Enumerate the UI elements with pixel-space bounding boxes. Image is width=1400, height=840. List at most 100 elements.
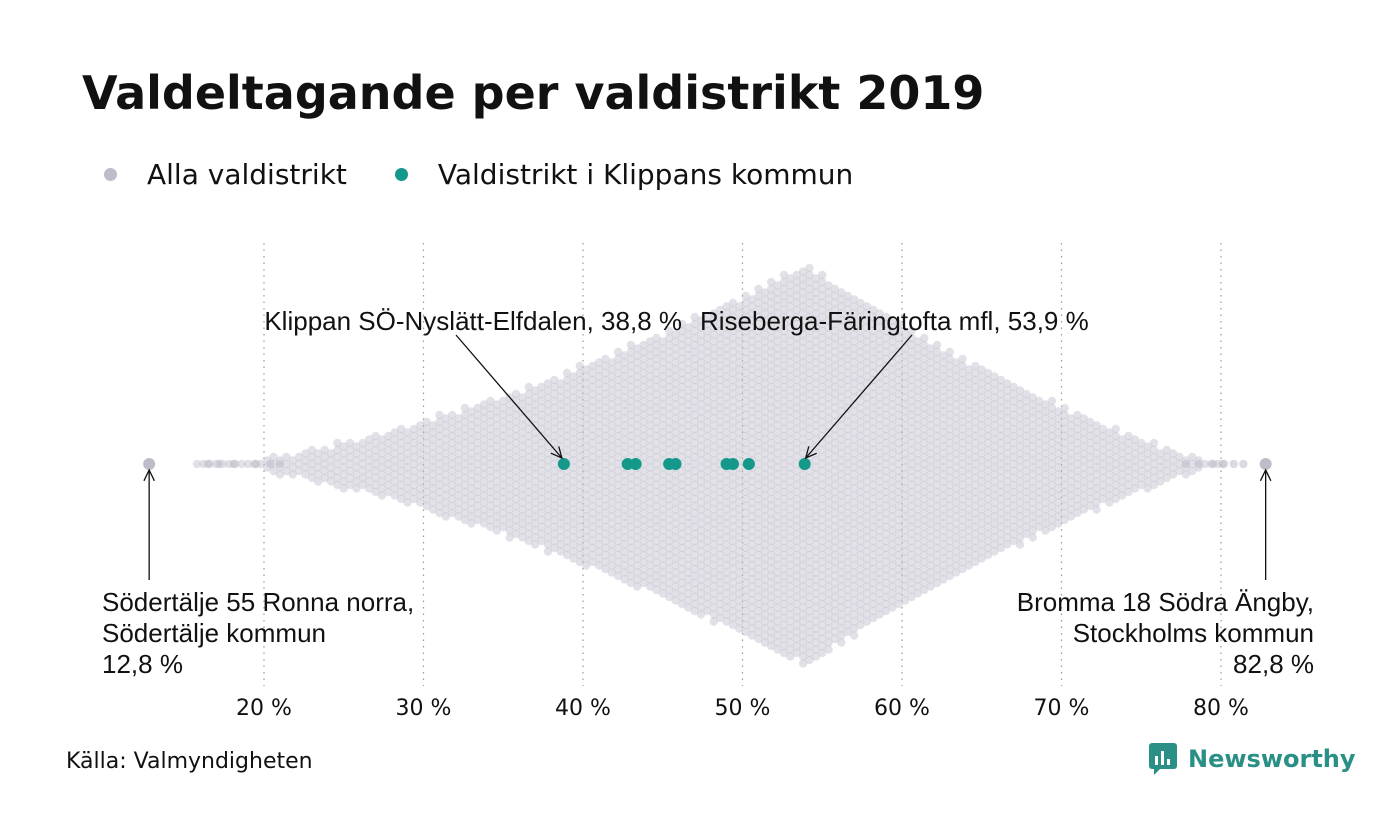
swarm-point (677, 347, 687, 357)
swarm-point (849, 309, 859, 318)
swarm-point (588, 368, 597, 378)
swarm-point (1047, 452, 1057, 462)
swarm-point (843, 319, 852, 329)
swarm-point (1060, 424, 1069, 434)
swarm-point (1073, 473, 1082, 483)
swarm-point (1009, 466, 1018, 476)
swarm-point (837, 372, 846, 381)
swarm-point (505, 498, 514, 507)
swarm-point (1047, 403, 1057, 413)
swarm-point (811, 344, 821, 353)
swarm-point (735, 575, 744, 584)
swarm-point (926, 568, 935, 577)
swarm-point (971, 417, 980, 427)
swarm-point (856, 403, 865, 413)
swarm-point (454, 414, 463, 423)
swarm-point (747, 596, 757, 605)
swarm-point (773, 309, 782, 318)
swarm-point (830, 438, 840, 448)
swarm-point (990, 379, 999, 388)
swarm-point (658, 568, 667, 577)
swarm-point (773, 442, 782, 451)
swarm-point (856, 452, 865, 462)
swarm-point (996, 508, 1006, 518)
swarm-point (971, 501, 980, 511)
swarm-point (569, 498, 578, 507)
swarm-point (658, 470, 667, 479)
swarm-point (588, 396, 597, 406)
swarm-point (856, 592, 865, 602)
swarm-point (1086, 459, 1095, 469)
swarm-point (537, 403, 546, 413)
swarm-point (760, 400, 770, 409)
swarm-point (862, 470, 872, 479)
swarm-point (856, 606, 865, 616)
swarm-point (779, 466, 789, 476)
swarm-point (550, 417, 559, 427)
swarm-point (958, 382, 967, 392)
swarm-point (441, 449, 451, 458)
swarm-point (722, 449, 731, 458)
swarm-point (639, 508, 648, 518)
swarm-point (633, 428, 642, 437)
swarm-point (894, 445, 904, 455)
swarm-all-districts (192, 263, 1248, 668)
swarm-point (913, 372, 923, 381)
swarm-point (696, 484, 706, 493)
swarm-point (696, 400, 706, 409)
swarm-point (556, 407, 565, 416)
swarm-point (613, 550, 623, 560)
swarm-point (422, 501, 431, 511)
swarm-point (543, 407, 553, 416)
swarm-point (556, 442, 565, 451)
swarm-point (1015, 505, 1025, 514)
swarm-point (467, 512, 476, 521)
swarm-point (837, 512, 846, 521)
swarm-point (620, 470, 629, 479)
swarm-point (550, 536, 559, 546)
swarm-point (939, 505, 948, 514)
swarm-point (811, 414, 821, 423)
swarm-point (518, 421, 527, 430)
swarm-point (1098, 494, 1108, 504)
swarm-point (709, 554, 718, 563)
swarm-point (505, 491, 514, 500)
swarm-point (607, 421, 616, 430)
swarm-point (377, 463, 387, 472)
swarm-point (448, 508, 457, 518)
swarm-point (849, 505, 859, 514)
swarm-point (971, 396, 980, 406)
swarm-point (767, 319, 776, 329)
swarm-point (900, 491, 910, 500)
swarm-point (677, 368, 687, 378)
swarm-point (588, 431, 597, 441)
swarm-point (722, 589, 731, 598)
swarm-point (741, 522, 750, 532)
swarm-point (741, 494, 750, 504)
swarm-point (837, 533, 846, 542)
swarm-point (798, 652, 808, 661)
swarm-point (658, 400, 667, 409)
swarm-point (811, 428, 821, 437)
swarm-point (779, 438, 789, 448)
swarm-point (416, 449, 425, 458)
swarm-point (786, 603, 795, 612)
swarm-point (856, 522, 865, 532)
swarm-point (601, 410, 610, 420)
swarm-point (747, 582, 757, 591)
swarm-point (530, 386, 540, 395)
swarm-point (524, 536, 533, 546)
swarm-point (741, 564, 750, 574)
swarm-point (869, 480, 878, 490)
swarm-point (958, 403, 967, 413)
swarm-point (971, 529, 980, 539)
swarm-point (601, 389, 610, 399)
swarm-point (588, 466, 597, 476)
swarm-point (652, 403, 661, 413)
swarm-point (971, 410, 980, 420)
swarm-point (403, 477, 412, 486)
swarm-point (601, 466, 610, 476)
swarm-point (1060, 445, 1069, 455)
swarm-point (371, 487, 380, 497)
swarm-point (811, 393, 821, 402)
